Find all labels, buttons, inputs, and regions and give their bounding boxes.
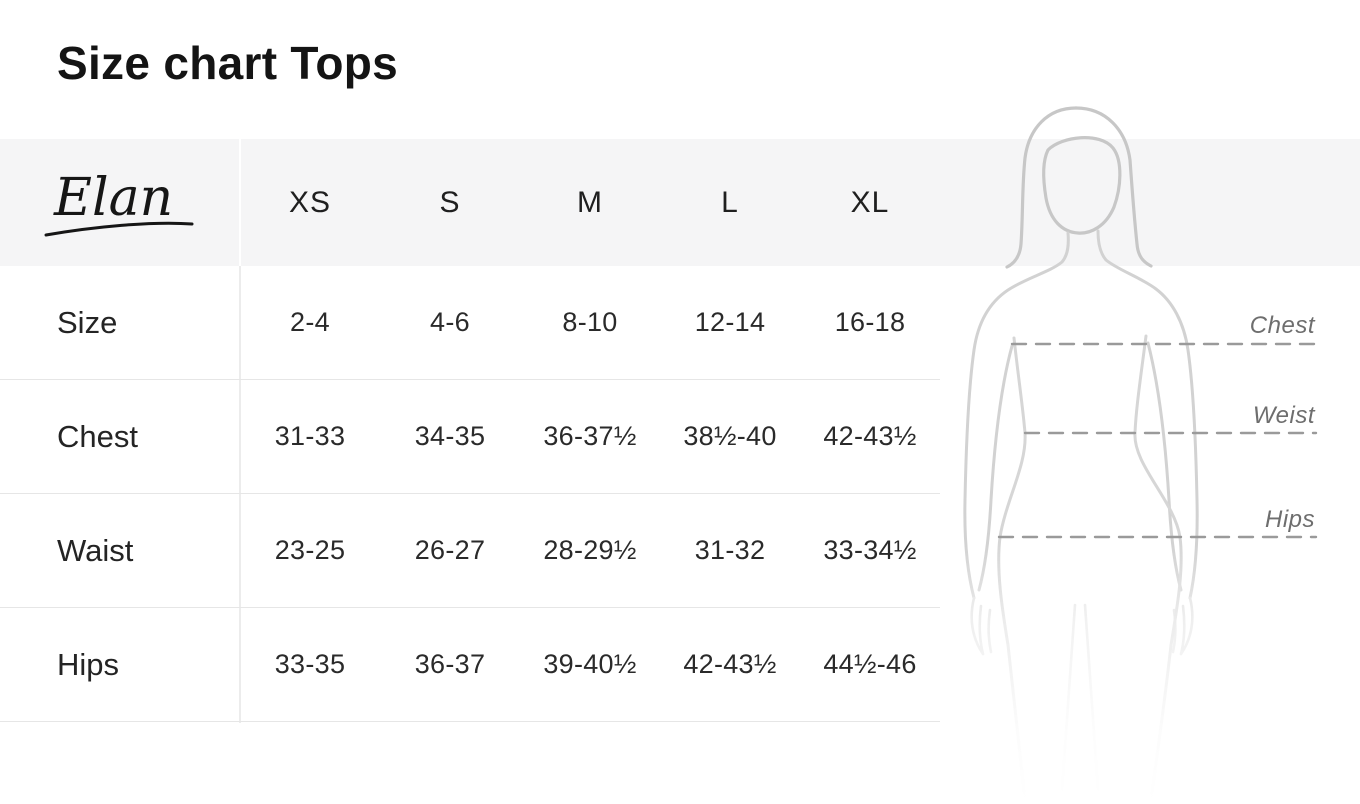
row-label-hips: Hips xyxy=(57,646,120,682)
waist-value-cell: 26-27 xyxy=(414,535,486,565)
size-header-m: M xyxy=(577,185,603,219)
chest-value-cell: 42-43½ xyxy=(823,421,917,451)
waist-value-cell: 28-29½ xyxy=(543,535,637,565)
hips-value-cell: 33-35 xyxy=(274,649,346,679)
silhouette-legs-path xyxy=(1060,603,1100,792)
size-header-xl: XL xyxy=(850,185,890,219)
waist-value-cell: 33-34½ xyxy=(823,535,917,565)
brand-logo: Elan xyxy=(44,168,194,236)
chest-value-cell: 34-35 xyxy=(414,421,486,451)
size-header-xs: XS xyxy=(288,185,332,219)
hips-measurement-label: Hips xyxy=(1264,506,1315,533)
hips-value-cell: 36-37 xyxy=(414,649,486,679)
size-value-cell: 12-14 xyxy=(694,307,766,337)
chest-measurement-label: Chest xyxy=(1249,312,1315,339)
size-table: Elan XS S M L XL Size 2-4 4-6 8-10 12-14… xyxy=(0,139,940,722)
hips-value-cell: 39-40½ xyxy=(543,649,637,679)
waist-value-cell: 23-25 xyxy=(274,535,346,565)
size-value-cell: 16-18 xyxy=(834,307,906,337)
row-label-size: Size xyxy=(57,304,118,340)
brand-logo-underline xyxy=(44,221,194,236)
page-title: Size chart Tops xyxy=(57,37,399,89)
hips-value-cell: 44½-46 xyxy=(823,649,917,679)
size-header-row: Elan XS S M L XL xyxy=(0,139,940,266)
table-row-waist: Waist 23-25 26-27 28-29½ 31-32 33-34½ xyxy=(0,494,940,608)
row-label-waist: Waist xyxy=(57,532,134,568)
row-label-chest: Chest xyxy=(57,418,138,454)
waist-measurement-label: Weist xyxy=(1252,402,1315,429)
silhouette-fade-overlay xyxy=(950,545,1360,804)
size-value-cell: 4-6 xyxy=(430,307,470,337)
chest-value-cell: 36-37½ xyxy=(543,421,637,451)
table-row-hips: Hips 33-35 36-37 39-40½ 42-43½ 44½-46 xyxy=(0,608,940,722)
brand-logo-cell: Elan xyxy=(0,157,240,249)
size-value-cell: 2-4 xyxy=(290,307,330,337)
brand-logo-text: Elan xyxy=(53,168,173,228)
size-header-l: L xyxy=(721,185,739,219)
table-row-size: Size 2-4 4-6 8-10 12-14 16-18 xyxy=(0,266,940,380)
hips-value-cell: 42-43½ xyxy=(683,649,777,679)
size-header-s: S xyxy=(439,185,461,219)
size-value-cell: 8-10 xyxy=(562,307,618,337)
waist-value-cell: 31-32 xyxy=(694,535,766,565)
chest-value-cell: 38½-40 xyxy=(683,421,777,451)
table-row-chest: Chest 31-33 34-35 36-37½ 38½-40 42-43½ xyxy=(0,380,940,494)
chest-value-cell: 31-33 xyxy=(274,421,346,451)
column-divider xyxy=(239,266,241,723)
silhouette-hands-path xyxy=(970,596,1194,656)
column-divider-band-segment xyxy=(239,139,241,266)
